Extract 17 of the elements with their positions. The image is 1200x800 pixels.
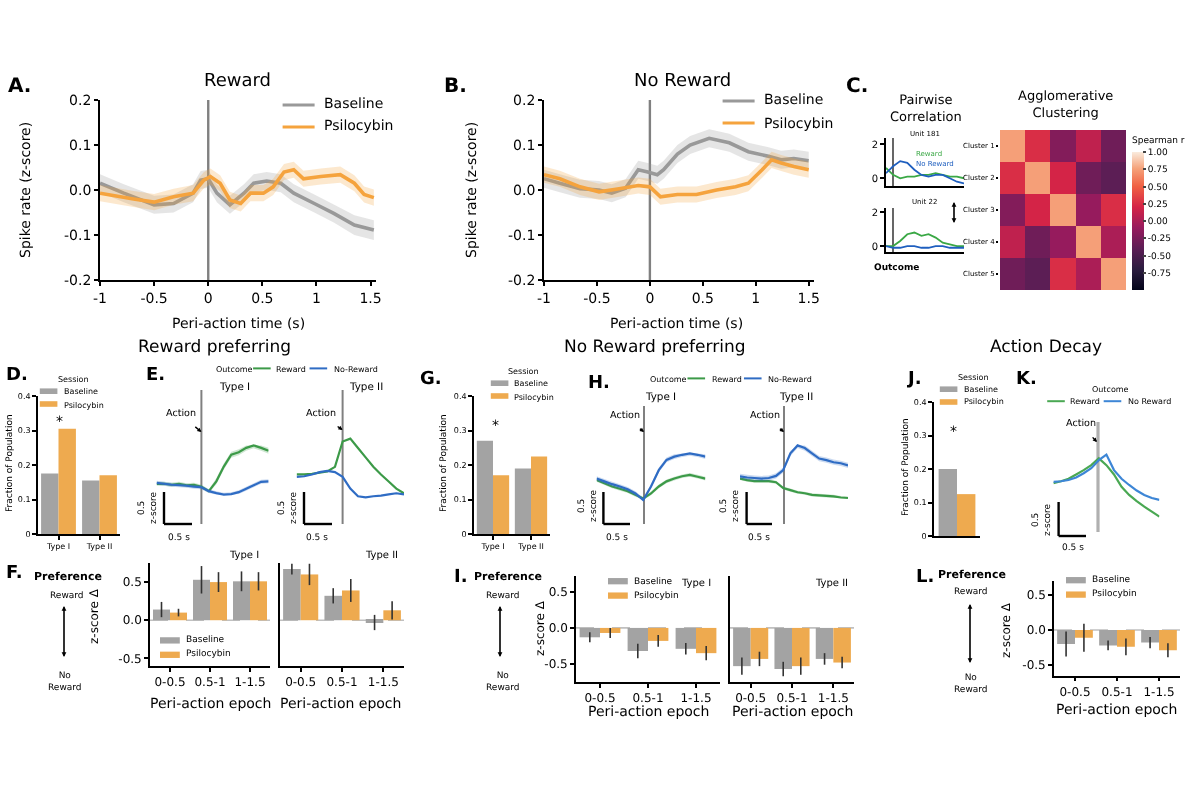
text: I. (454, 568, 468, 588)
text: C. (846, 76, 869, 98)
text: Action Decay (990, 338, 1103, 358)
text: D. (6, 366, 28, 386)
text: E. (146, 366, 166, 386)
text: L. (916, 568, 935, 588)
text: K. (1016, 370, 1037, 390)
text: J. (906, 370, 922, 390)
text: G. (420, 370, 442, 390)
text: No Reward preferring (564, 338, 746, 358)
text: A. (8, 76, 32, 98)
chart-title: Reward (204, 72, 272, 92)
text: Reward preferring (138, 338, 291, 358)
text: B. (444, 76, 467, 98)
text: F. (6, 564, 23, 584)
text: H. (588, 374, 610, 394)
chart-title: No Reward (634, 72, 732, 92)
